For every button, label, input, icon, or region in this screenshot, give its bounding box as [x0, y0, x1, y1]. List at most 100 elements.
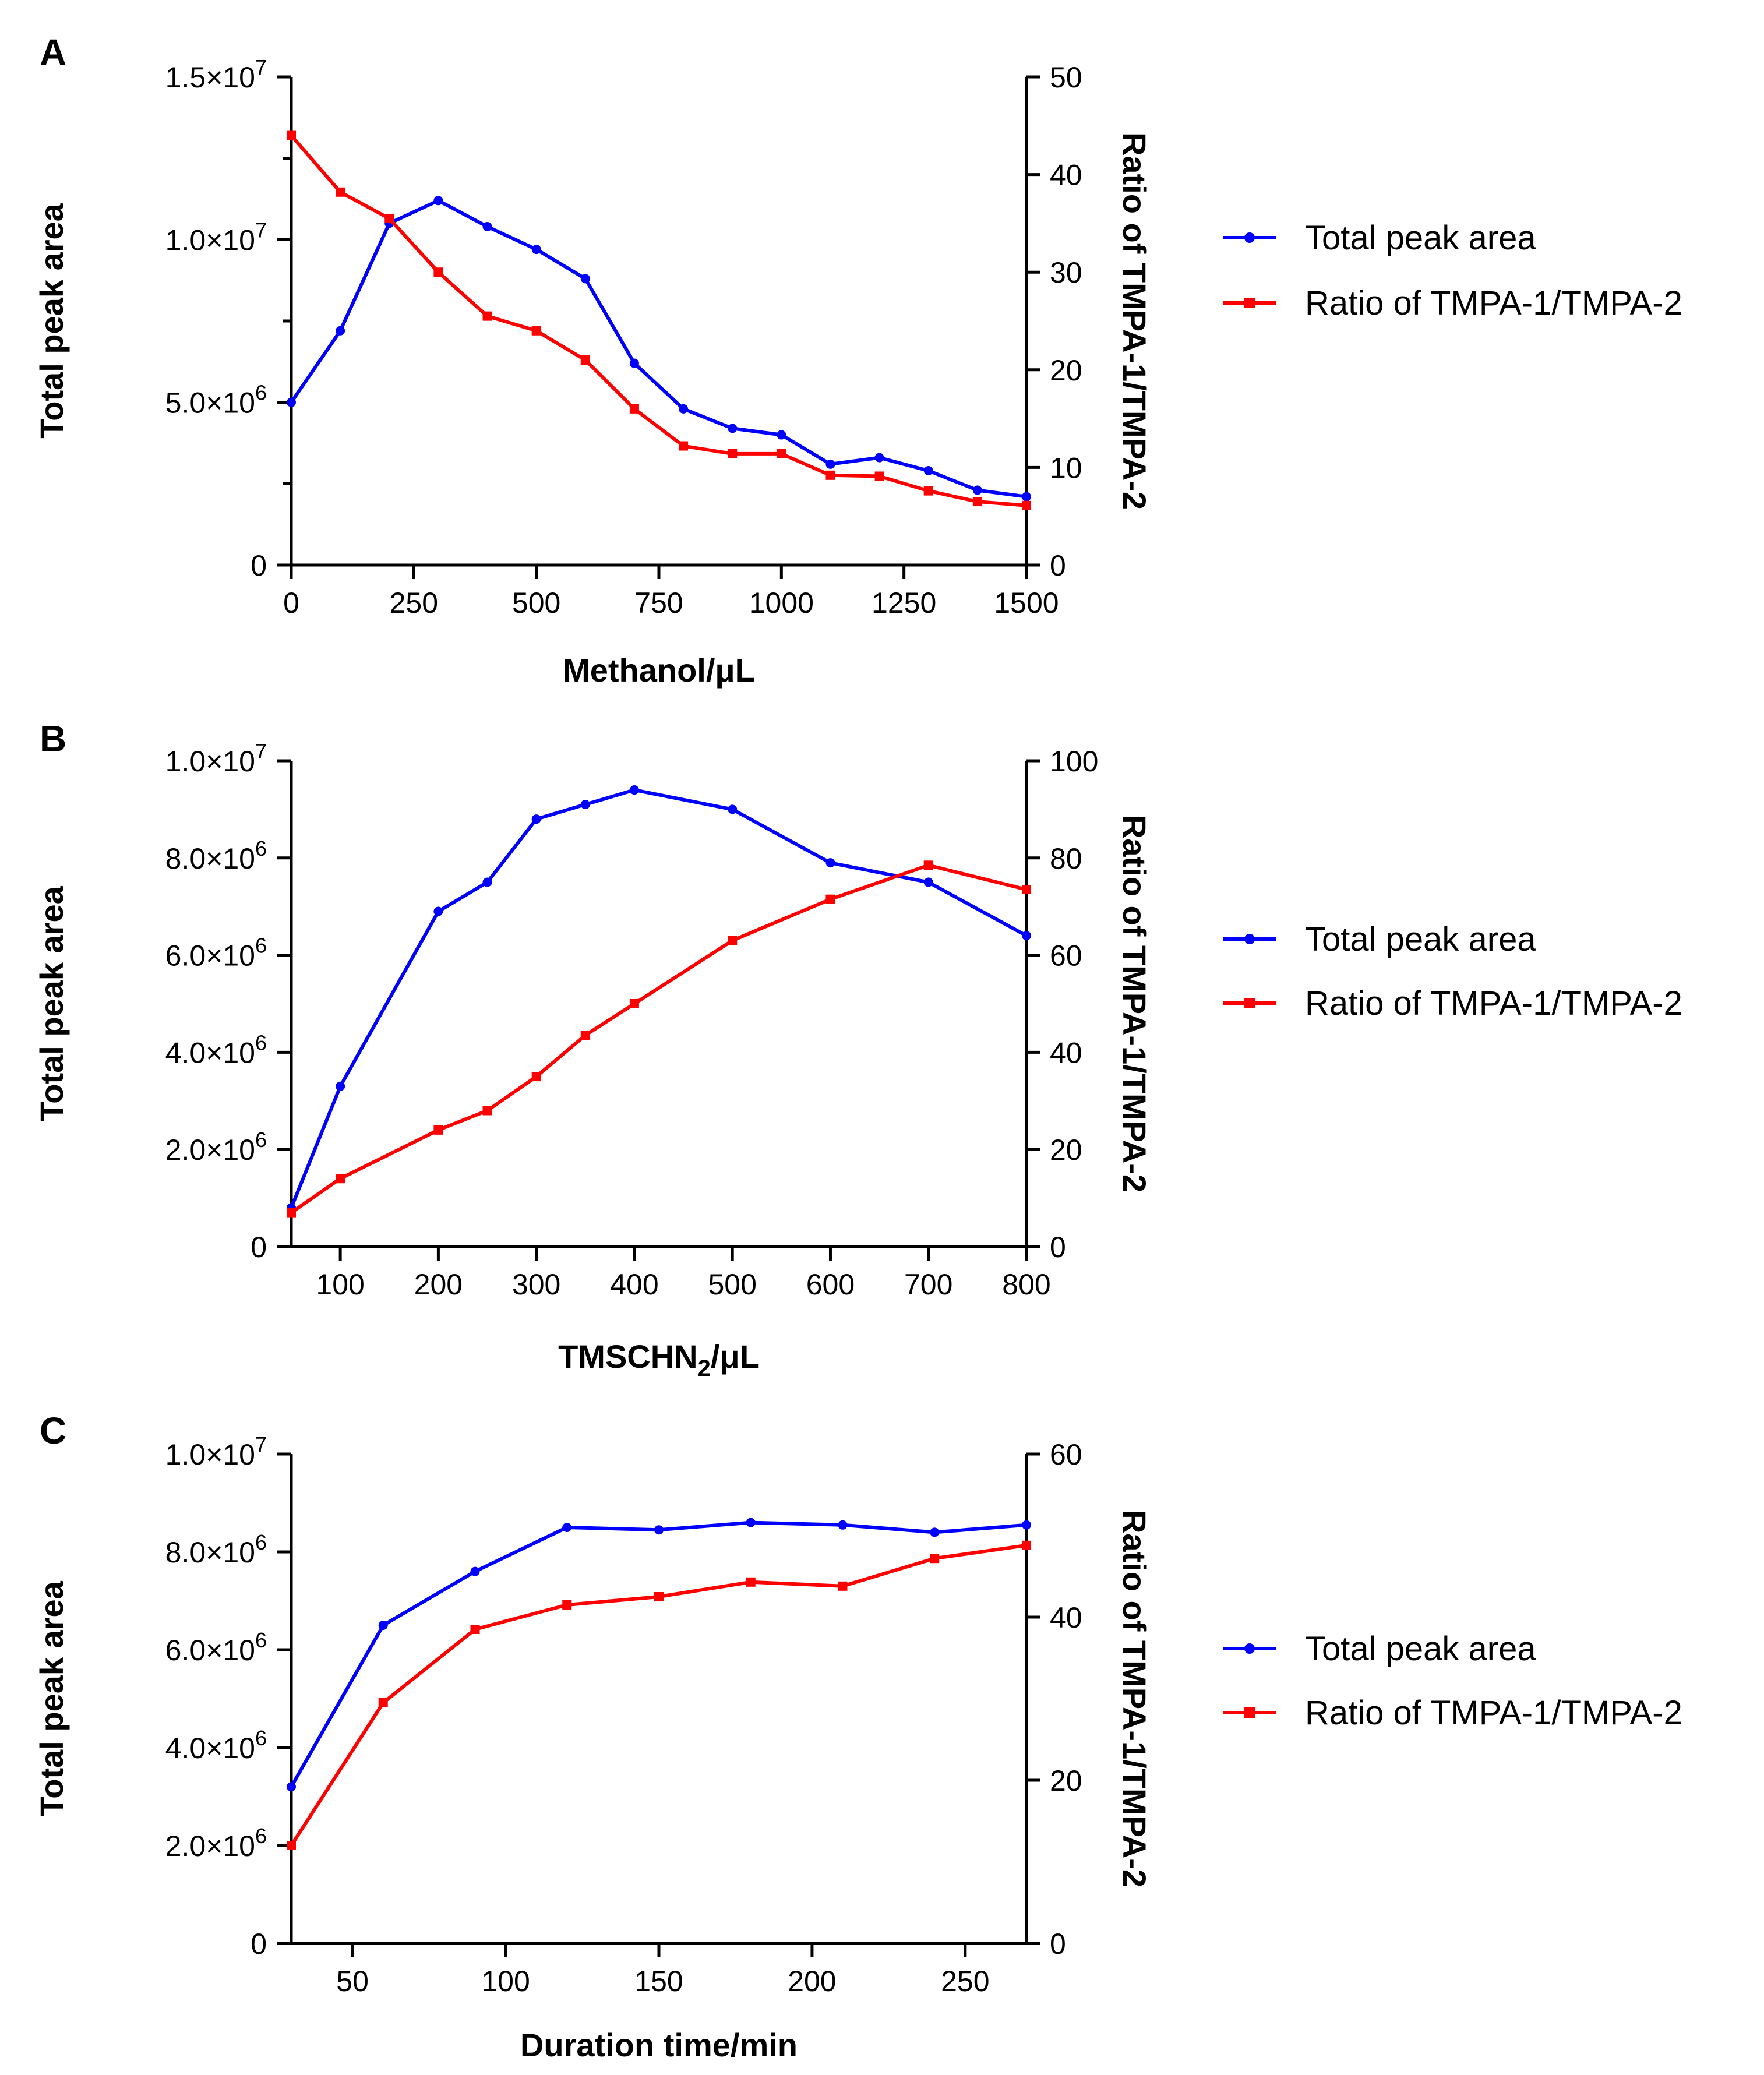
- x-tick-label: 800: [1002, 1268, 1050, 1301]
- y-right-tick-label: 40: [1050, 1601, 1082, 1634]
- data-point-ratio: [287, 130, 296, 140]
- data-point-ratio: [580, 1031, 590, 1040]
- data-point-total-peak-area: [728, 804, 738, 814]
- tick-label-exponent: 6: [255, 1530, 267, 1554]
- series-line-ratio: [290, 863, 1027, 1215]
- data-point-ratio: [1022, 1540, 1031, 1550]
- data-point-total-peak-area: [531, 245, 541, 255]
- x-tick-label: 150: [634, 1965, 683, 1998]
- tick-label-base: 1.0×10: [165, 1438, 255, 1471]
- legend-label-total-peak-area: Total peak area: [1305, 920, 1536, 958]
- data-point-ratio: [287, 1841, 296, 1850]
- legend-marker-ratio: [1244, 1707, 1255, 1718]
- y-left-tick-label: 8.0×106: [165, 837, 267, 875]
- panel-label: C: [40, 1410, 66, 1452]
- x-tick-label: 50: [336, 1965, 369, 1998]
- data-point-total-peak-area: [482, 221, 492, 231]
- x-tick-label: 300: [512, 1268, 560, 1301]
- y-left-tick-label: 1.5×107: [165, 55, 267, 94]
- data-point-total-peak-area: [1022, 931, 1031, 941]
- data-point-ratio: [580, 355, 590, 365]
- y-left-tick-label: 0: [251, 1231, 267, 1264]
- x-tick-label: 500: [708, 1268, 756, 1301]
- x-tick-label: 200: [788, 1965, 836, 1998]
- x-axis-title-tail: /μL: [711, 1338, 760, 1375]
- data-point-ratio: [470, 1625, 480, 1634]
- data-point-ratio: [679, 441, 689, 451]
- data-point-ratio: [728, 449, 738, 458]
- data-point-ratio: [838, 1581, 848, 1591]
- panel-label: B: [40, 718, 66, 760]
- y-right-tick-label: 0: [1050, 549, 1066, 582]
- data-point-ratio: [287, 1208, 296, 1218]
- y-axis-right-title: Ratio of TMPA-1/TMPA-2: [1116, 1510, 1153, 1887]
- data-point-total-peak-area: [562, 1523, 572, 1532]
- x-axis-title: Duration time/min: [520, 2027, 798, 2063]
- data-point-ratio: [482, 311, 492, 321]
- y-right-tick-label: 20: [1050, 354, 1082, 387]
- x-tick-label: 700: [904, 1268, 952, 1301]
- data-point-ratio: [728, 936, 738, 945]
- data-point-total-peak-area: [825, 858, 835, 868]
- x-tick-label: 100: [316, 1268, 364, 1301]
- y-right-tick-label: 60: [1050, 940, 1082, 972]
- legend-marker-ratio: [1244, 298, 1255, 308]
- y-left-tick-label: 4.0×106: [165, 1726, 267, 1765]
- tick-label-exponent: 7: [255, 218, 267, 242]
- legend-marker-ratio: [1244, 998, 1255, 1008]
- data-point-ratio: [874, 471, 884, 481]
- y-left-tick-label: 1.0×107: [165, 739, 267, 778]
- legend-marker-total-peak-area: [1244, 232, 1255, 243]
- data-point-ratio: [482, 1106, 492, 1116]
- y-right-tick-label: 40: [1050, 159, 1082, 192]
- data-point-ratio: [433, 267, 443, 277]
- x-axis-title-main: TMSCHN: [558, 1338, 698, 1375]
- tick-label-exponent: 7: [255, 55, 267, 79]
- y-axis-left-title: Total peak area: [33, 1580, 70, 1816]
- y-left-tick-label: 0: [251, 1928, 267, 1960]
- y-left-tick-label: 1.0×107: [165, 218, 267, 256]
- chart-panel-a: A0 250 500 750 1000 1250 150005.0×1061.0×1071.…: [33, 31, 1682, 689]
- tick-label-exponent: 6: [255, 1031, 267, 1054]
- data-point-total-peak-area: [629, 358, 639, 368]
- x-tick-label: 0: [283, 587, 299, 619]
- data-point-total-peak-area: [728, 424, 738, 433]
- y-left-tick-label: 2.0×106: [165, 1824, 267, 1862]
- x-tick-label: 500: [512, 587, 560, 619]
- data-point-ratio: [825, 470, 835, 480]
- data-point-ratio: [531, 1072, 541, 1082]
- data-point-ratio: [336, 1174, 345, 1184]
- data-point-total-peak-area: [287, 1782, 296, 1792]
- x-tick-label: 250: [390, 587, 438, 619]
- tick-label-base: 5.0×10: [165, 387, 255, 419]
- data-point-total-peak-area: [378, 1621, 388, 1630]
- data-point-total-peak-area: [336, 326, 345, 336]
- data-point-ratio: [972, 497, 982, 507]
- y-axis-right-title: Ratio of TMPA-1/TMPA-2: [1116, 132, 1153, 510]
- series-line-ratio: [290, 1543, 1027, 1847]
- tick-label-exponent: 6: [255, 934, 267, 958]
- tick-label-exponent: 7: [255, 739, 267, 763]
- y-axis-left-title: Total peak area: [33, 885, 70, 1121]
- legend-label-ratio: Ratio of TMPA-1/TMPA-2: [1305, 984, 1682, 1022]
- y-axis-left-title: Total peak area: [33, 203, 70, 438]
- y-left-tick-label: 2.0×106: [165, 1128, 267, 1166]
- x-tick-label: 600: [806, 1268, 855, 1301]
- data-point-total-peak-area: [930, 1527, 940, 1537]
- tick-label-exponent: 6: [255, 1128, 267, 1152]
- y-right-tick-label: 10: [1050, 451, 1082, 484]
- y-right-tick-label: 20: [1050, 1765, 1082, 1797]
- x-tick-label: 1250: [872, 587, 936, 619]
- data-point-total-peak-area: [972, 485, 982, 495]
- data-point-total-peak-area: [923, 877, 933, 887]
- data-point-ratio: [629, 999, 639, 1008]
- data-point-total-peak-area: [580, 274, 590, 284]
- tick-label-exponent: 6: [255, 1824, 267, 1848]
- tick-label-exponent: 6: [255, 1628, 267, 1652]
- tick-label-exponent: 6: [255, 1726, 267, 1750]
- tick-label-base: 0: [251, 1928, 267, 1960]
- y-right-tick-label: 100: [1050, 745, 1098, 778]
- series-line-ratio: [290, 134, 1027, 507]
